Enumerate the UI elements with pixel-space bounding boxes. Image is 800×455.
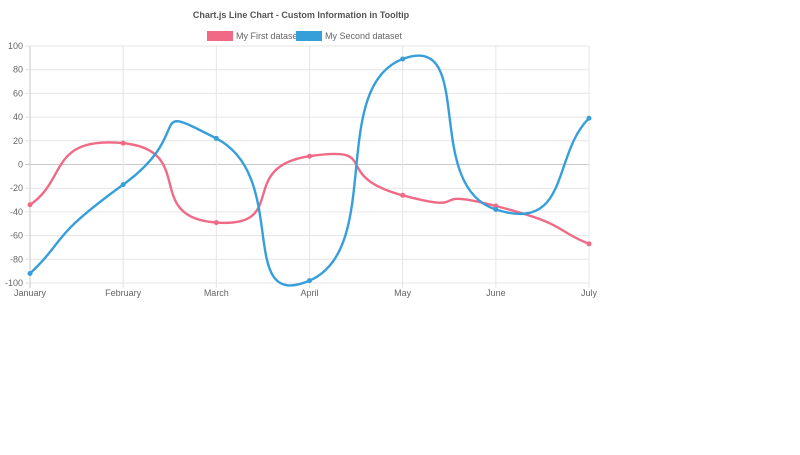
data-point[interactable]	[586, 115, 592, 121]
data-point[interactable]	[400, 56, 406, 62]
y-tick-label: -80	[10, 254, 23, 264]
data-point[interactable]	[213, 220, 219, 226]
x-axis: January February March April May June July	[14, 288, 598, 298]
series-line	[29, 54, 590, 287]
data-point[interactable]	[120, 140, 126, 146]
data-point[interactable]	[493, 207, 499, 213]
x-tick-label: February	[105, 288, 142, 298]
series-2	[27, 54, 592, 287]
y-tick-label: -100	[5, 278, 23, 288]
data-point[interactable]	[586, 241, 592, 247]
series-lines	[27, 54, 592, 287]
x-tick-label: May	[394, 288, 412, 298]
data-point[interactable]	[307, 153, 312, 159]
y-tick-label: -60	[10, 231, 23, 241]
y-tick-label: 0	[18, 160, 23, 170]
y-tick-label: 20	[13, 136, 23, 146]
x-tick-label: July	[581, 288, 598, 298]
legend-label: My Second dataset	[325, 31, 403, 41]
x-tick-label: March	[204, 288, 229, 298]
series-1	[27, 140, 592, 247]
x-tick-label: April	[300, 288, 318, 298]
data-point[interactable]	[120, 182, 126, 188]
data-point[interactable]	[400, 192, 406, 198]
x-tick-label: January	[14, 288, 47, 298]
data-point[interactable]	[493, 203, 499, 209]
chart-title: Chart.js Line Chart - Custom Information…	[193, 10, 410, 20]
legend-swatch	[296, 31, 322, 41]
data-point[interactable]	[307, 278, 312, 284]
legend-item[interactable]: My Second dataset	[296, 31, 403, 41]
legend-swatch	[207, 31, 233, 41]
y-tick-label: -40	[10, 207, 23, 217]
grid-lines	[25, 45, 590, 288]
x-tick-label: June	[486, 288, 506, 298]
data-point[interactable]	[213, 135, 219, 141]
y-tick-label: 40	[13, 112, 23, 122]
legend-item[interactable]: My First dataset	[207, 31, 301, 41]
data-point[interactable]	[27, 271, 33, 277]
data-point[interactable]	[27, 202, 33, 208]
series-line	[29, 141, 590, 246]
y-tick-label: 100	[8, 41, 23, 51]
legend-label: My First dataset	[236, 31, 301, 41]
y-tick-label: 80	[13, 65, 23, 75]
chart-legend[interactable]: My First dataset My Second dataset	[207, 31, 403, 41]
y-axis: 100 80 60 40 20 0 -20 -40 -60 -80 -100	[5, 41, 23, 288]
y-tick-label: 60	[13, 88, 23, 98]
y-tick-label: -20	[10, 183, 23, 193]
